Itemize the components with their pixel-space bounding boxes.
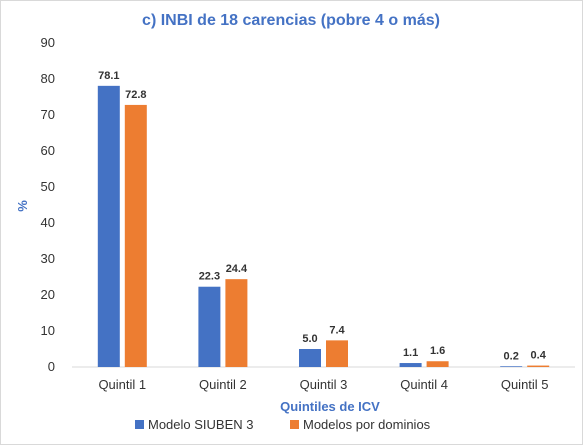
x-tick-label: Quintil 2 — [199, 377, 247, 392]
y-tick-label: 70 — [41, 107, 55, 122]
y-tick-label: 90 — [41, 35, 55, 50]
plot-area: 0 10 20 30 40 50 60 70 80 90 Quintil 1 78.1 72.8 Quin… — [41, 35, 575, 392]
legend-label: Modelo SIUBEN 3 — [148, 417, 254, 432]
bar — [97, 85, 120, 367]
x-tick-label: Quintil 4 — [400, 377, 448, 392]
bar — [399, 363, 422, 367]
bar — [527, 365, 550, 367]
data-label: 7.4 — [329, 324, 345, 336]
data-label: 72.8 — [125, 89, 146, 101]
bar — [124, 104, 147, 368]
bar — [426, 361, 449, 367]
y-tick-label: 80 — [41, 71, 55, 86]
data-label: 0.2 — [504, 350, 519, 362]
chart-title: c) INBI de 18 carencias (pobre 4 o más) — [142, 12, 440, 29]
data-label: 0.4 — [531, 350, 547, 362]
x-tick-label: Quintil 3 — [300, 377, 348, 392]
legend-swatch — [290, 420, 299, 429]
data-label: 78.1 — [98, 70, 119, 82]
x-tick-label: Quintil 1 — [98, 377, 146, 392]
legend: Modelo SIUBEN 3 Modelos por dominios — [135, 417, 431, 432]
data-label: 22.3 — [199, 271, 220, 283]
y-tick-label: 10 — [41, 323, 55, 338]
bar — [225, 279, 248, 367]
y-tick-label: 40 — [41, 215, 55, 230]
bar — [326, 340, 348, 367]
bar — [299, 349, 321, 367]
legend-swatch — [135, 420, 144, 429]
y-tick-label: 20 — [41, 287, 55, 302]
bar — [198, 286, 221, 367]
legend-label: Modelos por dominios — [303, 417, 431, 432]
y-tick-label: 50 — [41, 179, 55, 194]
y-tick-label: 60 — [41, 143, 55, 158]
y-axis-title: % — [15, 200, 30, 212]
data-label: 24.4 — [226, 263, 248, 275]
y-tick-label: 0 — [48, 359, 55, 374]
data-label: 1.6 — [430, 345, 445, 357]
x-tick-label: Quintil 5 — [501, 377, 549, 392]
data-label: 1.1 — [403, 347, 418, 359]
bar — [500, 366, 523, 367]
y-tick-label: 30 — [41, 251, 55, 266]
x-axis-title: Quintiles de ICV — [280, 399, 380, 414]
data-label: 5.0 — [302, 333, 317, 345]
